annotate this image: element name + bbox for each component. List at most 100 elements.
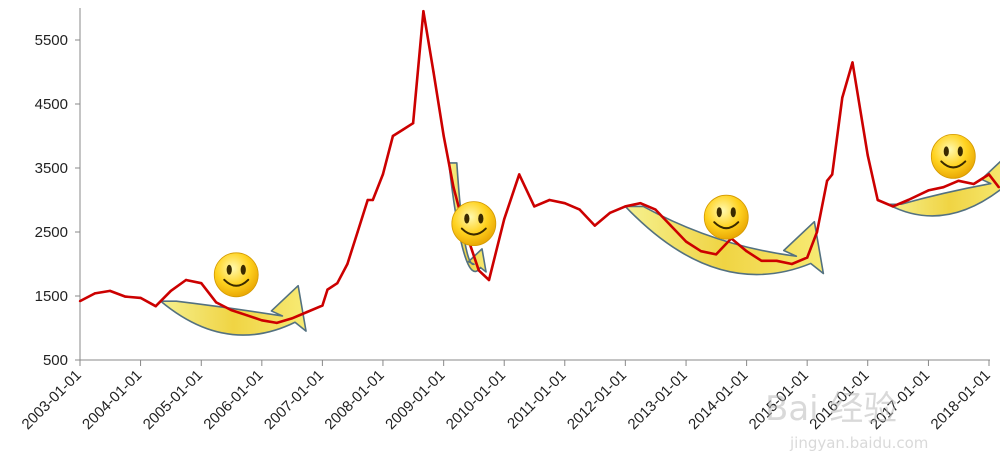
smiley-mouth bbox=[713, 221, 740, 230]
data-point bbox=[790, 262, 794, 266]
data-point bbox=[124, 295, 127, 298]
data-point bbox=[518, 173, 521, 176]
data-point bbox=[154, 305, 157, 308]
x-tick-label: 2006-01-01 bbox=[200, 367, 266, 433]
data-point bbox=[401, 128, 405, 131]
data-point bbox=[230, 308, 233, 312]
series-line bbox=[78, 9, 1000, 325]
x-tick-label: 2012-01-01 bbox=[564, 367, 630, 433]
smiley-face bbox=[451, 201, 497, 247]
watermark-text: Bai 经验 bbox=[765, 389, 897, 429]
smiley-eye bbox=[716, 207, 722, 218]
x-tick-label: 2007-01-01 bbox=[261, 367, 327, 433]
data-point bbox=[714, 253, 718, 256]
data-point bbox=[169, 289, 172, 293]
data-point bbox=[290, 317, 294, 320]
data-point bbox=[815, 230, 819, 234]
smiley-icon bbox=[213, 252, 259, 298]
data-point bbox=[503, 218, 506, 221]
smiley-eye bbox=[957, 146, 963, 157]
data-point bbox=[93, 292, 97, 295]
data-point bbox=[593, 224, 596, 227]
data-point bbox=[876, 198, 879, 202]
data-point bbox=[108, 289, 112, 293]
data-point bbox=[578, 208, 581, 211]
data-point bbox=[411, 122, 415, 125]
y-axis-ticks: 500 1500 2500 3500 4500 5500 bbox=[35, 32, 80, 369]
data-point bbox=[321, 304, 324, 307]
data-point bbox=[669, 224, 672, 227]
data-point bbox=[866, 154, 869, 157]
smiley-eye bbox=[943, 146, 949, 157]
smiley-icon bbox=[930, 133, 976, 179]
data-point bbox=[699, 250, 703, 253]
price-line bbox=[79, 9, 1000, 325]
data-point bbox=[391, 134, 395, 138]
data-point bbox=[260, 319, 263, 322]
data-point bbox=[305, 310, 309, 314]
data-point bbox=[184, 278, 188, 282]
data-point bbox=[452, 186, 455, 189]
y-tick-label: 5500 bbox=[35, 32, 68, 49]
smiley-mouth bbox=[223, 278, 250, 287]
data-point bbox=[563, 202, 566, 205]
data-point bbox=[356, 230, 359, 234]
smiley-eye bbox=[226, 264, 232, 275]
x-tick-label: 2003-01-01 bbox=[19, 367, 85, 433]
smileys bbox=[213, 133, 976, 298]
data-point bbox=[654, 208, 657, 211]
y-tick-label: 3500 bbox=[35, 160, 68, 177]
y-tick-label: 1500 bbox=[35, 288, 68, 305]
data-point bbox=[831, 173, 834, 176]
data-point bbox=[432, 70, 435, 74]
smiley-face bbox=[213, 252, 259, 298]
x-tick-label: 2018-01-01 bbox=[928, 367, 994, 433]
data-point bbox=[366, 198, 369, 202]
data-point bbox=[624, 205, 627, 208]
data-point bbox=[775, 259, 778, 262]
smiley-eye bbox=[730, 207, 736, 218]
data-point bbox=[825, 179, 829, 182]
data-point bbox=[533, 205, 536, 208]
x-tick-label: 2014-01-01 bbox=[685, 367, 751, 433]
x-tick-label: 2011-01-01 bbox=[504, 367, 569, 432]
u-arrow-annotation bbox=[624, 205, 825, 276]
y-tick-label: 500 bbox=[43, 352, 68, 369]
data-point bbox=[639, 202, 642, 205]
smiley-mouth bbox=[460, 227, 487, 236]
data-point bbox=[245, 314, 248, 317]
watermark-subtext: jingyan.baidu.com bbox=[789, 434, 928, 452]
x-tick-label: 2005-01-01 bbox=[140, 367, 206, 433]
data-point bbox=[200, 282, 203, 285]
smiley-eye bbox=[240, 264, 246, 275]
data-point bbox=[907, 198, 910, 202]
data-point bbox=[684, 240, 688, 243]
x-tick-label: 2010-01-01 bbox=[443, 367, 509, 433]
data-point bbox=[422, 10, 425, 13]
data-point bbox=[987, 173, 991, 176]
data-point bbox=[381, 173, 385, 176]
data-point bbox=[371, 198, 374, 202]
data-point bbox=[548, 198, 551, 202]
u-arrow-annotation bbox=[886, 160, 1000, 217]
data-point bbox=[957, 179, 960, 182]
data-point bbox=[442, 134, 445, 138]
data-point bbox=[760, 259, 763, 262]
smiley-face bbox=[703, 194, 749, 240]
data-point bbox=[891, 205, 895, 208]
data-point bbox=[477, 269, 480, 272]
data-point bbox=[927, 189, 930, 192]
data-point bbox=[275, 321, 278, 325]
x-tick-label: 2008-01-01 bbox=[321, 367, 387, 433]
data-point bbox=[745, 250, 748, 253]
data-point bbox=[942, 186, 945, 189]
x-tick-label: 2009-01-01 bbox=[382, 367, 448, 433]
data-point bbox=[346, 262, 349, 266]
data-point bbox=[487, 278, 491, 282]
y-tick-label: 4500 bbox=[35, 96, 68, 113]
data-point bbox=[997, 186, 1000, 189]
data-point bbox=[139, 296, 142, 300]
x-tick-label: 2013-01-01 bbox=[625, 367, 691, 433]
data-point bbox=[78, 299, 82, 303]
